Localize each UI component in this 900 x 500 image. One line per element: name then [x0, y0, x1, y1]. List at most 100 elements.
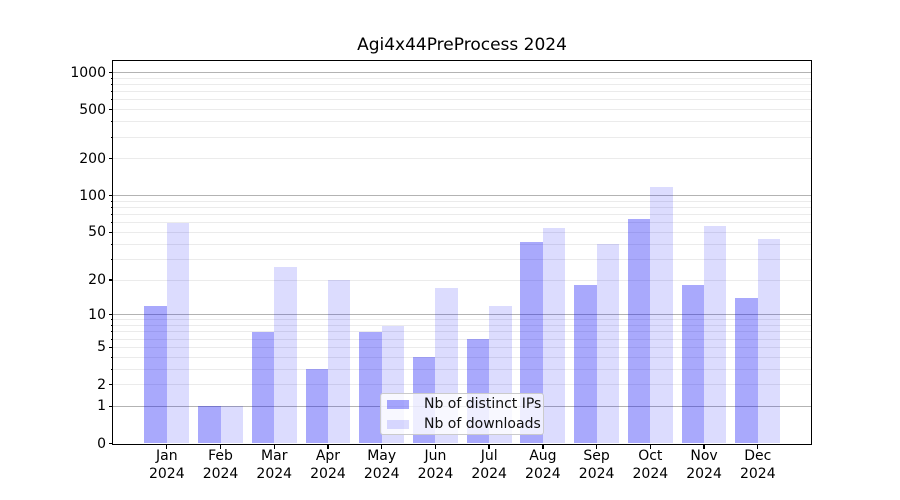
- y-tick-mark: [108, 194, 113, 197]
- y-tick-mark: [108, 71, 113, 74]
- bar-distinct-ips: [627, 219, 651, 444]
- x-tick-mark: [166, 444, 168, 449]
- x-tick-mark: [219, 444, 222, 449]
- y-axis: 0 1 2 5 10 20 50 100 200 500 1000: [0, 0, 106, 500]
- x-tick-mark: [757, 444, 759, 449]
- x-tick-label: Aug 2024: [513, 448, 573, 483]
- bar-downloads: [542, 228, 566, 444]
- x-tick-mark: [327, 444, 329, 449]
- bar-downloads: [274, 266, 297, 444]
- x-tick-year: 2024: [686, 465, 722, 482]
- y-tick-label: 1: [97, 398, 106, 415]
- bar-distinct-ips: [305, 369, 328, 444]
- x-tick-month: Mar: [261, 448, 288, 464]
- x-tick-year: 2024: [148, 465, 185, 482]
- bar-distinct-ips: [681, 285, 705, 444]
- y-minor-tick-mark: [110, 91, 113, 93]
- legend-swatch-downloads: [387, 419, 409, 429]
- y-minor-tick-mark: [110, 222, 113, 224]
- legend-item-downloads: Nb of downloads: [387, 416, 543, 432]
- y-tick-label: 5: [97, 339, 106, 356]
- y-tick-label: 2: [97, 376, 106, 393]
- x-tick-year: 2024: [310, 465, 346, 482]
- x-tick-month: Aug: [529, 448, 557, 464]
- y-minor-tick-mark: [110, 136, 113, 138]
- x-tick-year: 2024: [256, 465, 293, 482]
- gridline-minor: [113, 83, 811, 85]
- y-minor-tick-mark: [110, 331, 113, 333]
- y-minor-tick-mark: [110, 356, 113, 358]
- bar-distinct-ips: [359, 331, 382, 444]
- y-tick-label: 0: [97, 435, 106, 452]
- x-tick-year: 2024: [578, 465, 615, 482]
- y-tick-mark: [108, 442, 113, 445]
- x-tick-label: Jan 2024: [137, 448, 197, 483]
- x-tick-month: Oct: [638, 448, 663, 464]
- x-tick-month: Nov: [690, 448, 718, 464]
- x-tick-month: Feb: [208, 448, 233, 464]
- legend-swatch-distinct-ips: [387, 399, 409, 409]
- gridline-minor: [113, 243, 811, 245]
- legend: Nb of distinct IPs Nb of downloads: [380, 393, 544, 435]
- gridline-minor: [113, 279, 811, 281]
- gridline-major: [113, 72, 811, 73]
- bar-distinct-ips: [520, 241, 543, 444]
- y-tick-mark: [108, 279, 113, 281]
- chart-title: Agi4x44PreProcess 2024: [357, 35, 567, 55]
- gridline-minor: [113, 368, 811, 370]
- gridline-minor: [113, 136, 811, 138]
- gridline-minor: [113, 338, 811, 340]
- x-tick-label: Jul 2024: [459, 448, 519, 483]
- x-tick-month: Jul: [480, 448, 498, 464]
- gridline-minor: [113, 207, 811, 209]
- x-tick-year: 2024: [417, 465, 454, 482]
- x-tick-year: 2024: [202, 465, 239, 482]
- y-minor-tick-mark: [110, 243, 113, 245]
- legend-item-distinct-ips: Nb of distinct IPs: [387, 396, 543, 412]
- bar-downloads: [596, 244, 619, 444]
- y-tick-label: 50: [88, 224, 106, 241]
- y-minor-tick-mark: [110, 338, 113, 340]
- x-tick-mark: [595, 444, 598, 449]
- x-tick-year: 2024: [632, 465, 669, 482]
- y-minor-tick-mark: [110, 214, 113, 216]
- y-tick-label: 10: [88, 306, 106, 323]
- gridline-minor: [113, 258, 811, 260]
- x-tick-label: May 2024: [352, 448, 412, 483]
- x-tick-mark: [273, 444, 275, 449]
- bar-downloads: [757, 239, 781, 444]
- y-minor-tick-mark: [110, 207, 113, 209]
- bar-downloads: [704, 226, 727, 444]
- y-minor-tick-mark: [110, 121, 113, 123]
- x-tick-month: Jan: [156, 448, 178, 464]
- y-tick-label: 20: [88, 272, 106, 288]
- legend-label: Nb of downloads: [424, 416, 541, 432]
- x-tick-label: Sep 2024: [567, 448, 627, 483]
- y-minor-tick-mark: [110, 99, 113, 101]
- bar-distinct-ips: [574, 285, 597, 444]
- x-tick-month: Jun: [424, 448, 447, 464]
- y-tick-label: 1000: [70, 64, 106, 81]
- bar-downloads: [166, 222, 190, 444]
- bar-distinct-ips: [735, 298, 758, 444]
- gridline-minor: [113, 231, 811, 233]
- x-tick-month: May: [367, 448, 397, 464]
- plot-area: [113, 61, 811, 444]
- gridline-minor: [113, 346, 811, 348]
- y-minor-tick-mark: [110, 77, 113, 79]
- x-tick-label: Nov 2024: [674, 448, 734, 483]
- gridline-minor: [113, 331, 811, 333]
- y-tick-label: 500: [79, 101, 106, 118]
- x-tick-label: Jun 2024: [405, 448, 465, 483]
- x-tick-month: Dec: [744, 448, 772, 464]
- gridline-minor: [113, 356, 811, 358]
- gridline-minor: [113, 384, 811, 385]
- x-tick-label: Feb 2024: [191, 448, 251, 483]
- x-tick-label: Oct 2024: [620, 448, 680, 483]
- y-minor-tick-mark: [110, 200, 113, 202]
- x-tick-mark: [434, 444, 437, 449]
- x-tick-mark: [542, 444, 544, 449]
- legend-label: Nb of distinct IPs: [424, 396, 542, 412]
- bar-downloads: [327, 280, 351, 444]
